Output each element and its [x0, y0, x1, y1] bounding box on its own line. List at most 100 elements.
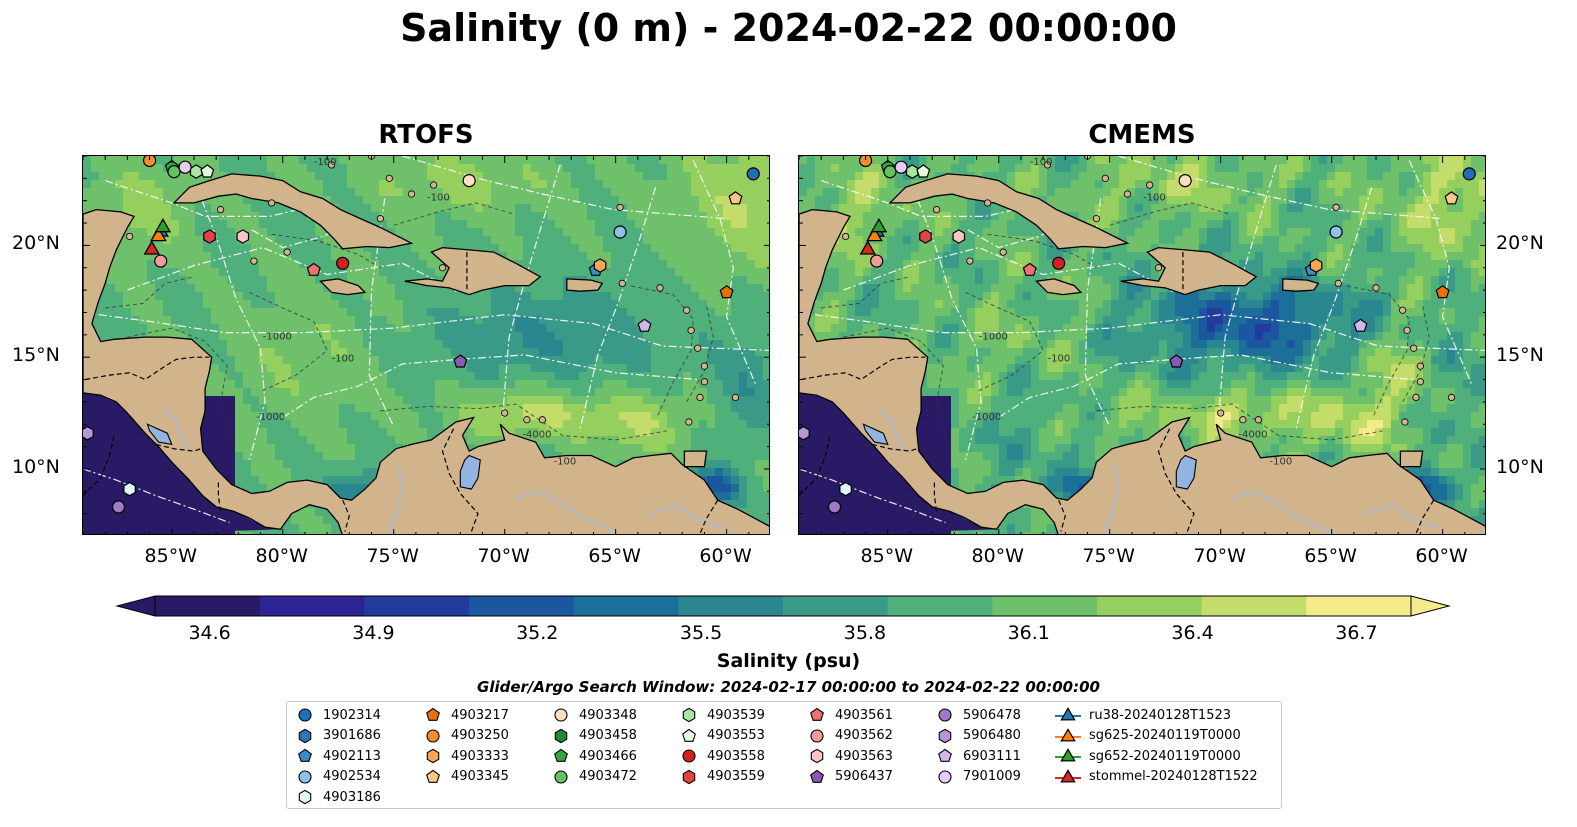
land-jamaica	[319, 278, 367, 296]
land-cuba	[172, 173, 414, 250]
colorbar-tick-label: 34.6	[188, 622, 231, 644]
legend-item: 4903561	[807, 705, 893, 725]
float-4903558[interactable]	[1052, 256, 1066, 270]
colorbar-tick-label: 36.4	[1171, 622, 1214, 644]
float-4903563[interactable]	[952, 229, 966, 244]
contour-label: -4000	[522, 430, 551, 441]
float-4903539[interactable]	[189, 164, 203, 179]
legend-item: 4903466	[551, 746, 637, 766]
float-4903217[interactable]	[719, 285, 734, 299]
float-4903558[interactable]	[336, 256, 350, 270]
colorbar-segment	[364, 596, 470, 616]
legend-label: 4903466	[579, 748, 637, 764]
float-4903186[interactable]	[839, 481, 852, 497]
float-4903345[interactable]	[728, 191, 743, 205]
float-4903333[interactable]	[1309, 258, 1323, 273]
legend-marker-icon	[554, 728, 568, 743]
glider-sg652[interactable]	[154, 217, 172, 233]
float-4902534[interactable]	[613, 225, 627, 239]
legend-item: ru38-20240128T1523	[1055, 705, 1231, 725]
float-1902314[interactable]	[1462, 167, 1476, 181]
float-4903562[interactable]	[870, 254, 884, 268]
legend-marker-icon	[298, 708, 312, 722]
float-5906478[interactable]	[827, 500, 842, 514]
float-4903559[interactable]	[919, 229, 932, 244]
legend-item: 6903111	[935, 746, 1021, 766]
float-5906480[interactable]	[799, 425, 810, 441]
contour-label: -100	[314, 157, 337, 168]
float-4903345[interactable]	[1444, 191, 1459, 205]
float-4903539[interactable]	[905, 164, 919, 179]
contour-label: -100	[1048, 354, 1071, 365]
map-panel-rtofs[interactable]: -100 -100 -100 -1000 -1000 -4000 -100	[82, 155, 770, 535]
legend-marker-icon	[554, 748, 568, 763]
glider-sg625[interactable]	[866, 226, 883, 242]
legend-marker-icon	[682, 769, 696, 785]
float-4903348[interactable]	[462, 173, 476, 188]
legend-item: 4903348	[551, 705, 637, 725]
float-5906437[interactable]	[453, 354, 468, 368]
legend-label: 4903345	[451, 769, 509, 785]
float-4903472[interactable]	[167, 165, 181, 179]
pacific-low-salinity	[799, 392, 997, 534]
float-4903561[interactable]	[306, 262, 321, 276]
float-5906480[interactable]	[83, 425, 94, 441]
float-7901009[interactable]	[894, 160, 908, 174]
float-4903250[interactable]	[142, 156, 157, 168]
legend-label: 3901686	[323, 728, 381, 744]
lon-tick-label: 80°W	[255, 545, 308, 567]
float-4903250[interactable]	[858, 156, 873, 168]
legend-label: 4903539	[707, 707, 765, 723]
map-canvas: -100 -100 -100 -1000 -1000 -4000 -100	[799, 156, 1485, 534]
float-4903563[interactable]	[236, 229, 250, 244]
legend-marker-icon	[1055, 727, 1081, 742]
legend-label: 4903562	[835, 728, 893, 744]
float-6903111[interactable]	[1353, 318, 1368, 332]
float-4903559[interactable]	[203, 229, 216, 244]
float-7901009[interactable]	[178, 160, 192, 174]
glider-stommel[interactable]	[859, 240, 877, 255]
legend-marker-icon	[426, 707, 440, 721]
float-4902534[interactable]	[1329, 225, 1343, 239]
land-central	[799, 208, 1485, 534]
land-jamaica	[1035, 278, 1083, 296]
float-4903217[interactable]	[1435, 285, 1450, 299]
lat-tick-label-left: 10°N	[12, 455, 60, 478]
float-4903348[interactable]	[1178, 173, 1192, 188]
float-1902314[interactable]	[746, 167, 760, 181]
legend-marker-icon	[810, 707, 824, 721]
contour-label: -100	[427, 193, 450, 204]
map-panel-cmems[interactable]: -100 -100 -100 -1000 -1000 -4000 -100	[798, 155, 1486, 535]
glider-sg625[interactable]	[150, 226, 167, 242]
colorbar-segment	[469, 596, 575, 616]
float-4903472[interactable]	[883, 165, 897, 179]
legend-item: sg625-20240119T0000	[1055, 726, 1241, 746]
float-5906478[interactable]	[111, 500, 126, 514]
legend-label: 4902534	[323, 769, 381, 785]
legend-item: 5906478	[935, 705, 1021, 725]
float-4903333[interactable]	[593, 258, 607, 273]
glider-stommel[interactable]	[143, 240, 161, 255]
land-cuba	[888, 173, 1130, 250]
glider-sg652[interactable]	[870, 217, 888, 233]
glider-tracks	[859, 217, 888, 255]
float-6903111[interactable]	[637, 318, 652, 332]
float-4903553[interactable]	[200, 164, 215, 178]
legend-label: 4903559	[707, 769, 765, 785]
float-4903553[interactable]	[916, 164, 931, 178]
float-4903561[interactable]	[1022, 262, 1037, 276]
colorbar-segment	[783, 596, 889, 616]
float-4903186[interactable]	[123, 481, 136, 497]
legend-item: 4903559	[679, 767, 765, 787]
float-4903562[interactable]	[154, 254, 168, 268]
legend-item: 4903345	[423, 767, 509, 787]
bathymetry-contours	[105, 202, 714, 445]
legend-label: 4903561	[835, 707, 893, 723]
lon-tick-label: 70°W	[477, 545, 530, 567]
contour-label: -1000	[256, 412, 285, 423]
legend-label: 6903111	[963, 748, 1021, 764]
panel-title-rtofs: RTOFS	[378, 120, 474, 150]
legend-item: 4903458	[551, 726, 637, 746]
float-5906437[interactable]	[1169, 354, 1184, 368]
rivers	[878, 410, 1443, 533]
